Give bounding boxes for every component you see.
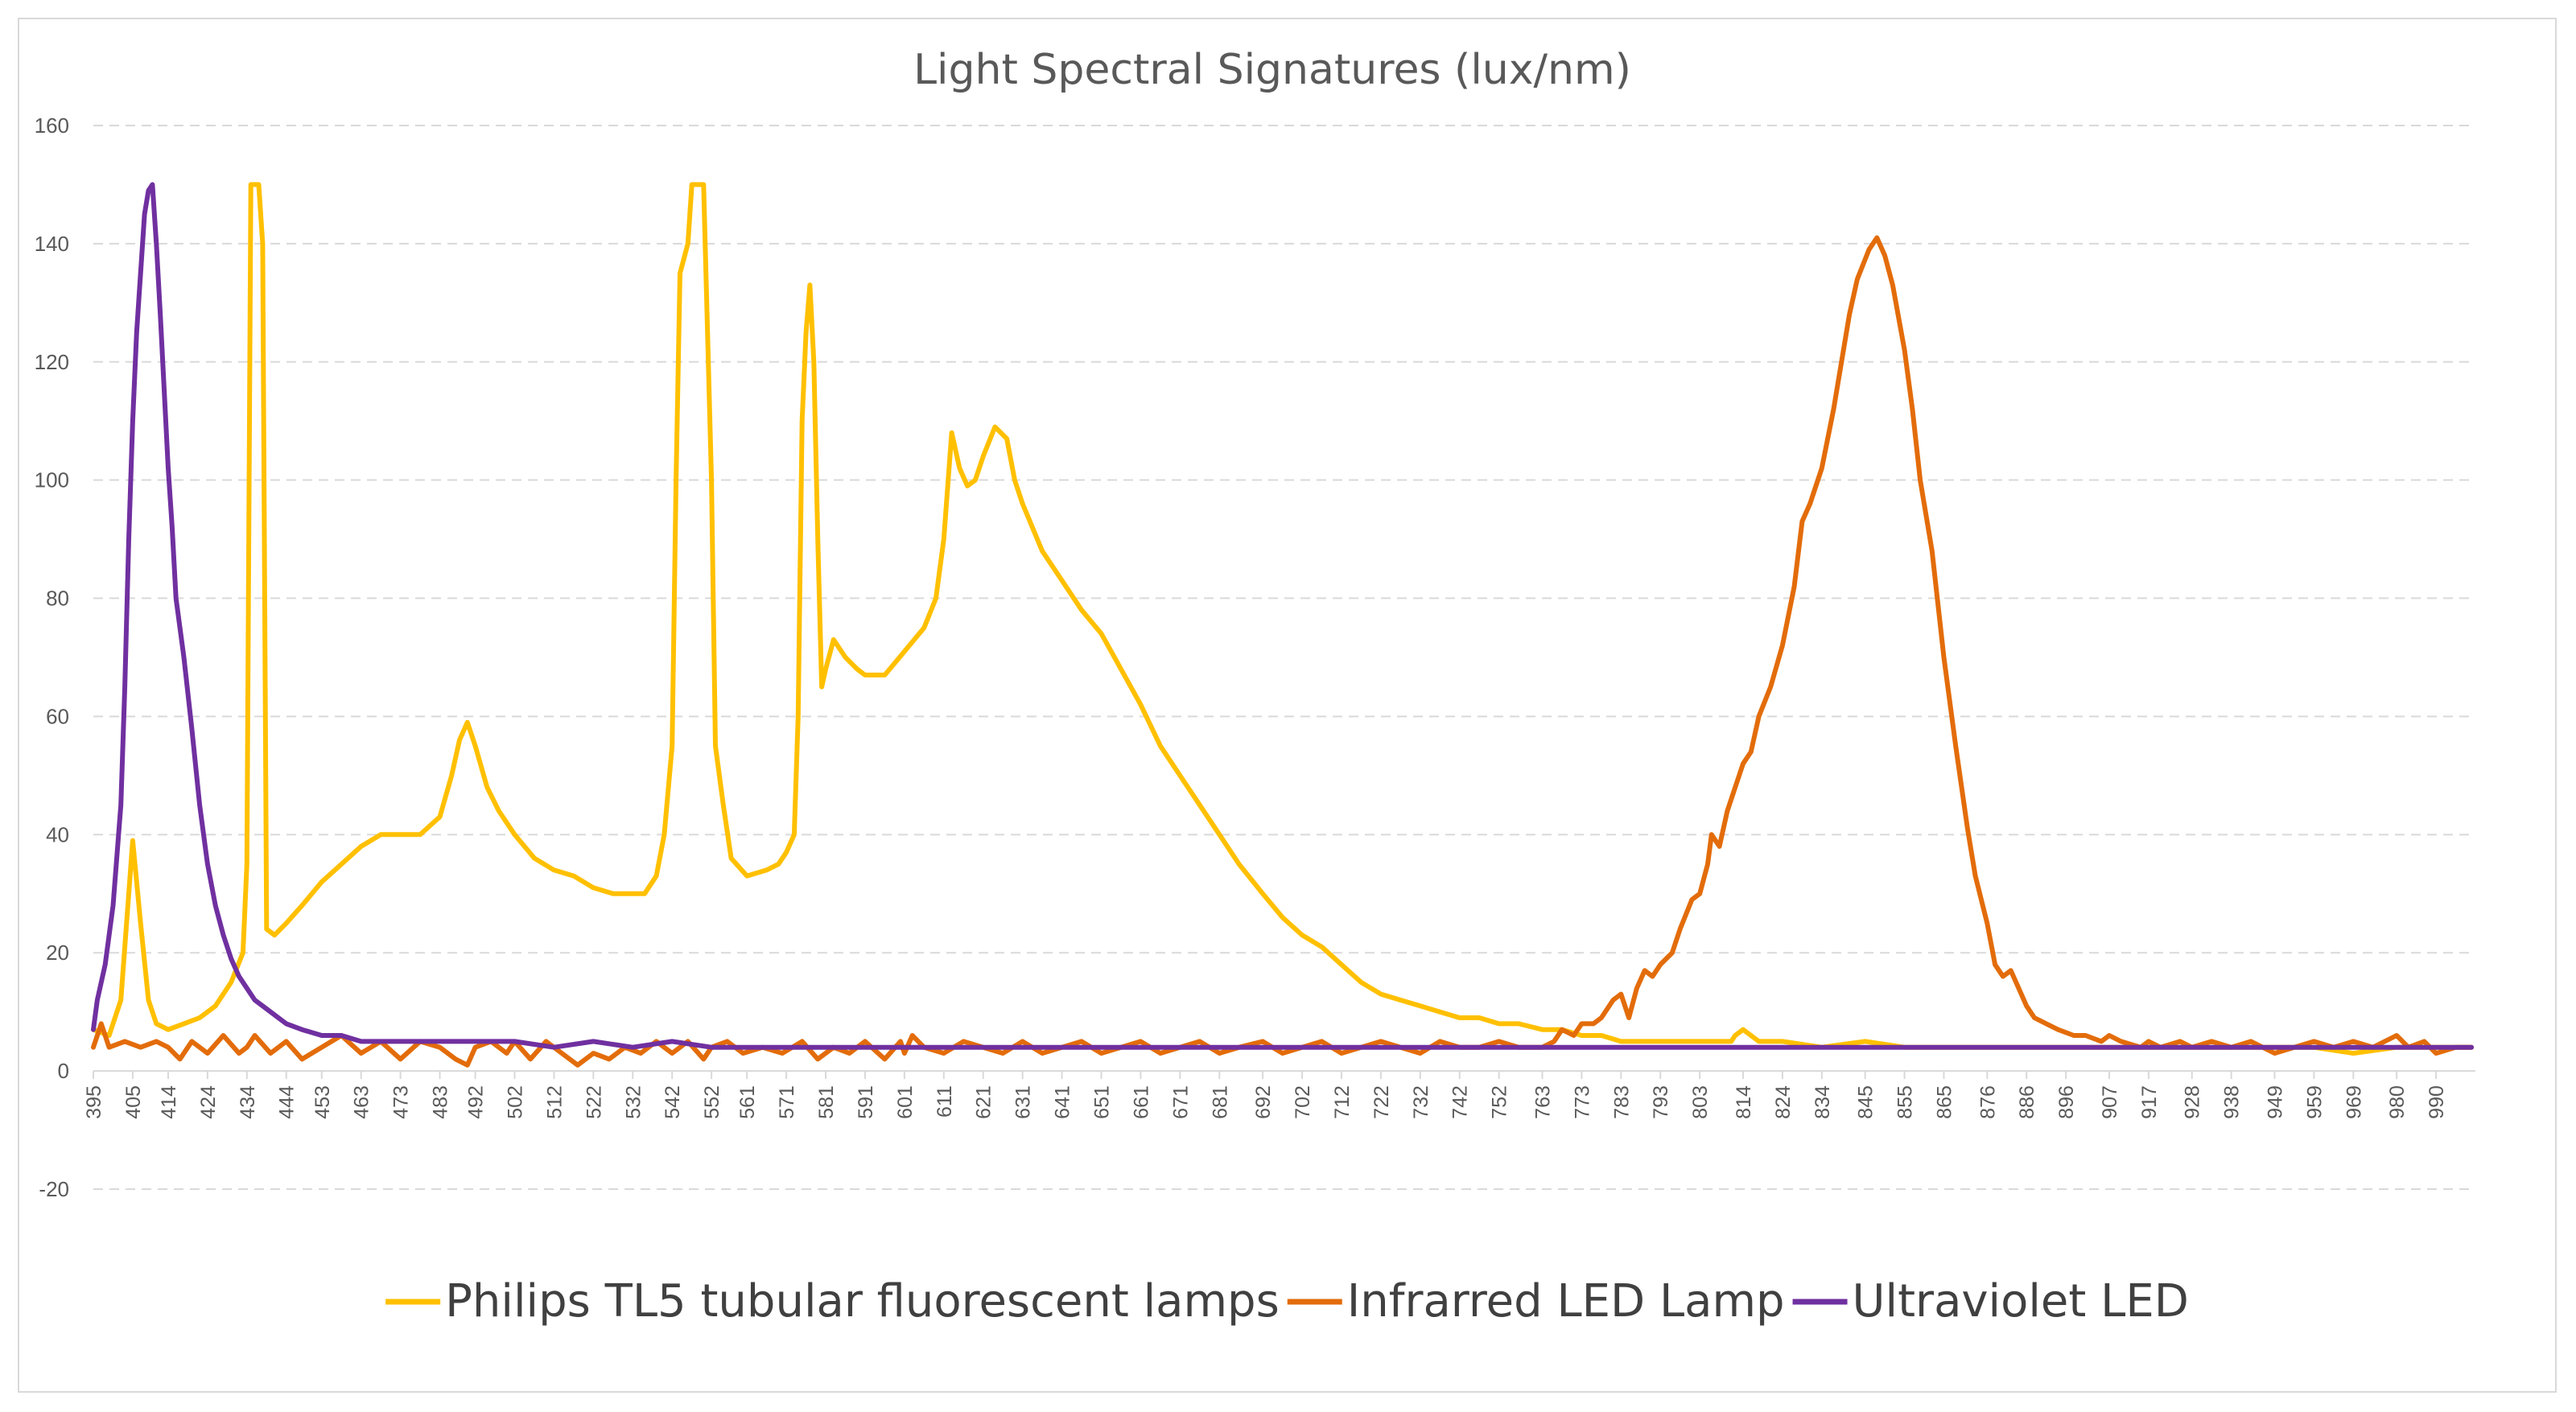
x-tick-label: 414	[158, 1085, 180, 1119]
x-axis: 395 405 414 424 434 444 453 463 473 483 492 502 512 5…	[83, 1070, 2475, 1119]
x-tick-label: 969	[2343, 1085, 2365, 1119]
x-tick-label: 473	[390, 1085, 413, 1119]
x-tick-label: 561	[736, 1085, 759, 1119]
x-tick-label: 681	[1209, 1085, 1231, 1119]
line-chart: Light Spectral Signatures (lux/nm) -20 0 2…	[35, 46, 2475, 1328]
x-tick-label: 824	[1772, 1085, 1795, 1119]
y-tick-label: 120	[35, 350, 69, 374]
series-line-1	[91, 182, 2475, 1056]
x-tick-label: 722	[1370, 1085, 1393, 1119]
x-tick-label: 742	[1449, 1085, 1472, 1119]
x-tick-label: 621	[973, 1085, 995, 1119]
series-line-3	[91, 182, 2475, 1050]
x-tick-label: 463	[351, 1085, 373, 1119]
x-tick-label: 453	[311, 1085, 334, 1119]
y-tick-label: 160	[35, 113, 69, 138]
x-tick-label: 938	[2221, 1085, 2244, 1119]
x-tick-label: 651	[1090, 1085, 1113, 1119]
x-tick-label: 803	[1689, 1085, 1712, 1119]
x-tick-label: 434	[237, 1085, 259, 1119]
x-tick-label: 763	[1531, 1085, 1554, 1119]
y-tick-label: -20	[39, 1177, 69, 1201]
x-tick-label: 865	[1934, 1085, 1956, 1119]
x-tick-label: 591	[855, 1085, 877, 1119]
y-tick-label: 0	[58, 1059, 69, 1083]
legend-item-1: Philips TL5 tubular fluorescent lamps	[385, 1275, 1280, 1328]
x-tick-label: 395	[83, 1085, 105, 1119]
x-tick-label: 783	[1610, 1085, 1633, 1119]
x-tick-label: 542	[662, 1085, 684, 1119]
x-tick-label: 793	[1650, 1085, 1672, 1119]
x-tick-label: 641	[1052, 1085, 1074, 1119]
x-tick-label: 552	[701, 1085, 723, 1119]
x-tick-label: 631	[1012, 1085, 1035, 1119]
x-tick-label: 896	[2055, 1085, 2078, 1119]
chart-frame: Light Spectral Signatures (lux/nm) -20 0 2…	[18, 18, 2557, 1393]
x-tick-label: 512	[543, 1085, 566, 1119]
y-tick-label: 20	[46, 941, 69, 965]
x-tick-label: 917	[2138, 1085, 2161, 1119]
x-tick-label: 752	[1489, 1085, 1511, 1119]
x-tick-label: 928	[2182, 1085, 2204, 1119]
x-tick-label: 855	[1894, 1085, 1917, 1119]
x-tick-label: 692	[1252, 1085, 1275, 1119]
legend-label: Ultraviolet LED	[1853, 1275, 2189, 1328]
legend-label: Infrarred LED Lamp	[1347, 1275, 1785, 1328]
x-tick-label: 671	[1169, 1085, 1192, 1119]
y-tick-label: 140	[35, 232, 69, 256]
x-tick-label: 959	[2303, 1085, 2326, 1119]
legend: Philips TL5 tubular fluorescent lamps Inf…	[385, 1275, 2189, 1328]
gridlines	[93, 125, 2475, 1190]
x-tick-label: 581	[815, 1085, 838, 1119]
y-tick-label: 100	[35, 468, 69, 492]
x-tick-label: 444	[276, 1085, 299, 1119]
x-tick-label: 502	[505, 1085, 527, 1119]
x-tick-label: 702	[1292, 1085, 1314, 1119]
series-lines	[91, 182, 2475, 1068]
legend-label: Philips TL5 tubular fluorescent lamps	[445, 1275, 1280, 1328]
y-tick-label: 60	[46, 704, 69, 728]
x-tick-label: 949	[2264, 1085, 2286, 1119]
y-tick-label: 40	[46, 822, 69, 846]
x-tick-label: 834	[1811, 1085, 1834, 1119]
y-tick-label: 80	[46, 587, 69, 611]
y-axis-ticks: -20 0 20 40 60 80 100 120 140 160	[35, 113, 69, 1201]
x-tick-label: 483	[430, 1085, 452, 1119]
x-tick-label: 814	[1733, 1085, 1755, 1119]
x-tick-label: 571	[776, 1085, 798, 1119]
x-tick-label: 492	[465, 1085, 488, 1119]
x-tick-label: 601	[894, 1085, 917, 1119]
x-tick-label: 876	[1976, 1085, 1999, 1119]
chart-title: Light Spectral Signatures (lux/nm)	[913, 46, 1631, 94]
legend-item-2: Infrarred LED Lamp	[1287, 1275, 1785, 1328]
x-tick-label: 405	[122, 1085, 145, 1119]
x-tick-label: 712	[1331, 1085, 1354, 1119]
x-tick-label: 773	[1571, 1085, 1593, 1119]
x-tick-label: 886	[2016, 1085, 2038, 1119]
x-tick-label: 661	[1130, 1085, 1152, 1119]
x-tick-label: 732	[1410, 1085, 1432, 1119]
x-tick-label: 522	[583, 1085, 605, 1119]
x-tick-label: 907	[2099, 1085, 2121, 1119]
x-tick-label: 611	[934, 1085, 956, 1118]
x-tick-label: 990	[2426, 1085, 2448, 1119]
x-tick-label: 980	[2386, 1085, 2409, 1119]
x-tick-label: 532	[622, 1085, 645, 1119]
legend-item-3: Ultraviolet LED	[1792, 1275, 2189, 1328]
x-tick-label: 845	[1855, 1085, 1877, 1119]
x-tick-label: 424	[197, 1085, 220, 1119]
